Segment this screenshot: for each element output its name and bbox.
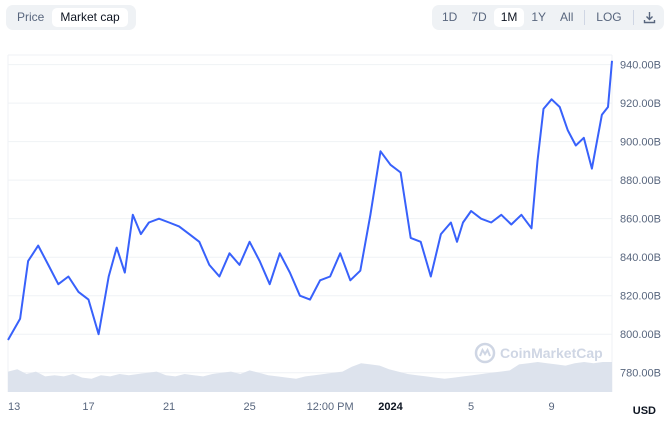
x-tick-label: 2024	[378, 401, 403, 413]
coinmarketcap-logo-icon	[474, 342, 496, 364]
x-tick-label: 5	[468, 401, 474, 413]
x-tick-label: 9	[549, 401, 555, 413]
range-1m[interactable]: 1M	[493, 8, 525, 27]
market-cap-line	[7, 60, 613, 341]
grid-lines	[7, 54, 613, 392]
y-tick-label: 860.00B	[620, 214, 661, 226]
x-axis-labels: 13 17 21 25 12:00 PM 2024 5 9	[8, 401, 555, 413]
y-tick-label: 780.00B	[620, 368, 661, 380]
y-tick-label: 820.00B	[620, 291, 661, 303]
currency-label: USD	[632, 405, 656, 417]
chart-type-toggle: Price Market cap	[6, 5, 136, 30]
x-tick-label: 21	[163, 401, 175, 413]
y-tick-label: 920.00B	[620, 98, 661, 110]
range-all[interactable]: All	[560, 10, 574, 24]
watermark-text: CoinMarketCap	[500, 345, 603, 361]
x-tick-label: 17	[82, 401, 94, 413]
x-tick-label: 13	[8, 401, 20, 413]
x-tick-label: 25	[243, 401, 255, 413]
price-line	[7, 60, 613, 341]
market-cap-tab[interactable]: Market cap	[52, 8, 128, 27]
watermark: CoinMarketCap	[474, 342, 603, 364]
volume-area	[8, 362, 612, 392]
y-tick-label: 940.00B	[620, 60, 661, 72]
volume-area-shape	[8, 362, 612, 392]
log-scale-toggle[interactable]: LOG	[596, 10, 622, 24]
range-divider	[584, 10, 586, 25]
price-tab[interactable]: Price	[17, 10, 45, 24]
y-tick-label: 900.00B	[620, 137, 661, 149]
time-range-selector: 1D 7D 1M 1Y All LOG	[432, 5, 664, 30]
range-1y[interactable]: 1Y	[531, 10, 547, 24]
range-7d[interactable]: 7D	[471, 10, 487, 24]
y-axis-labels: 780.00B 800.00B 820.00B 840.00B 860.00B 880.0…	[620, 60, 661, 380]
y-tick-label: 800.00B	[620, 329, 661, 341]
download-icon[interactable]	[638, 8, 661, 27]
range-divider-2	[632, 10, 634, 25]
y-tick-label: 880.00B	[620, 175, 661, 187]
range-1d[interactable]: 1D	[442, 10, 458, 24]
x-tick-label: 12:00 PM	[307, 401, 354, 413]
y-tick-label: 840.00B	[620, 252, 661, 264]
